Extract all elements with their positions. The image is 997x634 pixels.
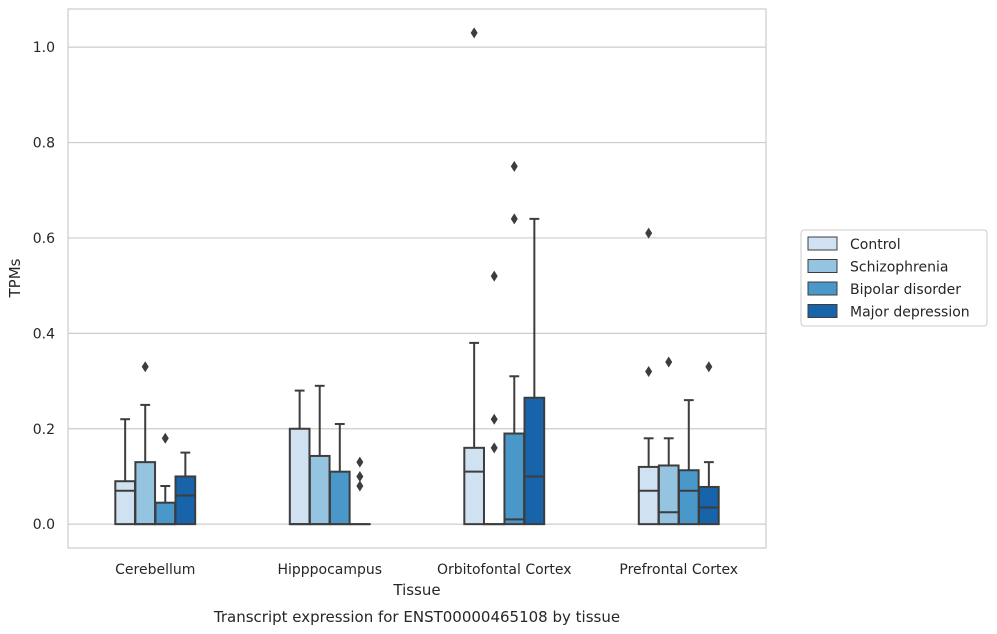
box-body [174,475,197,526]
outlier-point [356,480,364,492]
box-major-depression [523,217,546,526]
outlier-point [470,27,478,39]
y-tick-labels: 0.0 0.2 0.4 0.6 0.8 1.0 [33,40,55,533]
x-axis-title: Tissue [392,581,440,599]
box-body [637,465,660,526]
box-bipolar-disorder [328,422,351,526]
outlier-point [490,413,498,425]
outlier-point [645,366,653,378]
box-schizophrenia [657,356,680,526]
outlier-point [356,456,364,468]
legend: Control Schizophrenia Bipolar disorder Majo… [800,229,988,327]
box-major-depression [174,451,197,526]
outlier-point [645,227,653,239]
x-tick-label: Orbitofontal Cortex [437,562,572,578]
box-body [463,446,485,526]
box-bipolar-disorder [503,160,526,526]
box-control [288,389,311,526]
box-body [308,454,331,526]
box-bipolar-disorder [677,399,700,526]
box-control [463,27,485,526]
outlier-point [490,270,498,282]
outlier-point [490,442,498,454]
outlier-point [356,470,364,482]
box-control [114,418,136,526]
y-tick-label: 1.0 [33,40,55,56]
outlier-point [665,356,673,368]
x-tick-label: Cerebellum [115,562,195,578]
box-body [657,464,680,526]
outlier-point [161,432,169,444]
box-plots [114,27,720,526]
legend-swatch [807,304,838,318]
legend-frame [800,229,988,327]
y-axis-title: TPMs [6,258,24,298]
legend-swatch [807,281,838,296]
box-body [677,469,700,526]
y-tick-label: 0.6 [33,231,55,247]
legend-swatch [807,236,838,251]
box-body [698,485,720,526]
box-major-depression [349,456,371,526]
box-bipolar-disorder [154,432,177,526]
box-major-depression [698,361,720,526]
chart-caption: Transcript expression for ENST0000046510… [213,608,620,626]
box-body [288,427,311,526]
box-body [503,432,526,526]
gridlines [68,46,766,525]
y-tick-label: 0.4 [33,326,55,342]
outlier-point [705,361,713,373]
y-tick-label: 0.0 [33,517,55,533]
plot-frame [67,8,767,549]
box-body [328,470,351,526]
x-tick-labels: Cerebellum Hipppocampus Orbitofontal Corte… [115,562,738,578]
legend-label: Schizophrenia [850,260,948,276]
box-body [523,396,546,526]
outlier-point [510,213,518,225]
x-tick-label: Prefrontal Cortex [619,562,738,578]
legend-label: Major depression [850,305,970,321]
box-body [154,501,177,526]
x-tick-label: Hipppocampus [277,562,382,578]
box-body [134,461,157,526]
y-tick-label: 0.8 [33,136,55,152]
outlier-point [141,361,149,373]
y-tick-label: 0.2 [33,422,55,438]
box-control [637,227,660,526]
box-schizophrenia [134,361,157,526]
box-schizophrenia [308,384,331,526]
box-body [114,480,136,526]
legend-label: Control [850,237,901,253]
legend-label: Bipolar disorder [850,282,961,298]
legend-swatch [807,259,838,273]
box-schizophrenia [483,270,506,526]
outlier-point [510,160,518,172]
